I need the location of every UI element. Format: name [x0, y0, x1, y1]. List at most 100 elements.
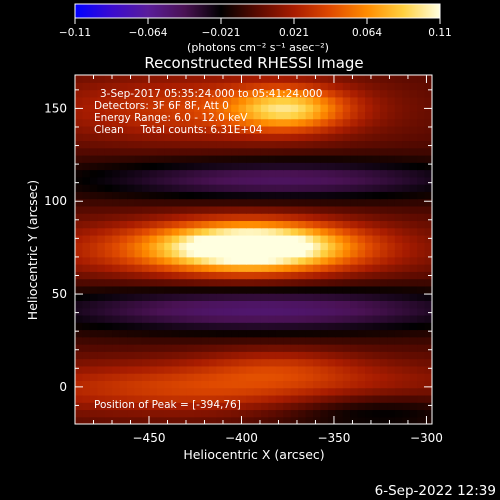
- heatmap-cell: [313, 278, 322, 287]
- heatmap-cell: [283, 133, 292, 142]
- heatmap-cell: [134, 307, 143, 316]
- heatmap-cell: [186, 358, 195, 367]
- heatmap-cell: [409, 154, 418, 163]
- heatmap-cell: [82, 234, 91, 243]
- heatmap-cell: [290, 307, 299, 316]
- heatmap-cell: [89, 285, 98, 294]
- heatmap-cell: [186, 293, 195, 301]
- heatmap-cell: [164, 278, 173, 287]
- heatmap-cell: [194, 264, 203, 272]
- heatmap-cell: [104, 409, 113, 418]
- heatmap-cell: [149, 213, 158, 222]
- heatmap-cell: [320, 118, 329, 127]
- heatmap-cell: [357, 387, 366, 396]
- heatmap-cell: [179, 140, 188, 149]
- heatmap-cell: [372, 322, 381, 331]
- heatmap-cell: [134, 234, 143, 243]
- heatmap-cell: [179, 300, 188, 309]
- heatmap-cell: [112, 162, 121, 171]
- heatmap-cell: [97, 322, 106, 331]
- heatmap-cell: [268, 322, 277, 331]
- heatmap-cell: [402, 227, 411, 236]
- heatmap-cell: [238, 191, 247, 200]
- heatmap-cell: [409, 220, 418, 229]
- heatmap-cell: [223, 300, 232, 309]
- heatmap-cell: [119, 227, 128, 236]
- heatmap-cell: [387, 293, 396, 301]
- heatmap-cell: [350, 75, 359, 83]
- heatmap-cell: [350, 307, 359, 316]
- heatmap-cell: [394, 409, 403, 418]
- heatmap-cell: [327, 169, 336, 178]
- heatmap-cell: [164, 402, 173, 411]
- heatmap-cell: [194, 176, 203, 185]
- heatmap-cell: [409, 118, 418, 127]
- heatmap-cell: [89, 147, 98, 156]
- heatmap-cell: [238, 198, 247, 207]
- heatmap-cell: [424, 285, 432, 294]
- heatmap-cell: [313, 336, 322, 345]
- heatmap-cell: [141, 373, 150, 381]
- heatmap-cell: [164, 191, 173, 200]
- heatmap-cell: [394, 242, 403, 251]
- heatmap-cell: [179, 322, 188, 331]
- heatmap-cell: [320, 104, 329, 112]
- heatmap-cell: [97, 416, 106, 424]
- heatmap-cell: [417, 162, 426, 171]
- heatmap-cell: [320, 133, 329, 142]
- heatmap-cell: [119, 147, 128, 156]
- heatmap-cell: [231, 118, 240, 127]
- heatmap-cell: [223, 198, 232, 207]
- heatmap-cell: [320, 365, 329, 374]
- heatmap-cell: [194, 300, 203, 309]
- heatmap-cell: [216, 322, 225, 331]
- heatmap-cell: [305, 205, 314, 214]
- heatmap-cell: [231, 82, 240, 91]
- heatmap-cell: [372, 314, 381, 323]
- heatmap-cell: [268, 314, 277, 323]
- heatmap-cell: [179, 184, 188, 192]
- heatmap-cell: [275, 227, 284, 236]
- heatmap-cell: [335, 82, 344, 91]
- heatmap-cell: [119, 169, 128, 178]
- heatmap-cell: [208, 154, 217, 163]
- heatmap-cell: [89, 329, 98, 338]
- heatmap-cell: [119, 358, 128, 367]
- heatmap-cell: [104, 278, 113, 287]
- heatmap-cell: [379, 125, 388, 134]
- heatmap-cell: [260, 234, 269, 243]
- heatmap-cell: [186, 271, 195, 280]
- heatmap-cell: [97, 329, 106, 338]
- heatmap-cell: [216, 213, 225, 222]
- heatmap-cell: [313, 285, 322, 294]
- heatmap-cell: [208, 293, 217, 301]
- heatmap-cell: [417, 184, 426, 192]
- heatmap-cell: [141, 96, 150, 105]
- heatmap-cell: [372, 387, 381, 396]
- heatmap-cell: [75, 118, 84, 127]
- heatmap-cell: [231, 300, 240, 309]
- heatmap-cell: [350, 416, 359, 424]
- heatmap-cell: [208, 169, 217, 178]
- heatmap-cell: [320, 271, 329, 280]
- heatmap-cell: [141, 394, 150, 403]
- heatmap-cell: [283, 380, 292, 389]
- heatmap-cell: [387, 409, 396, 418]
- heatmap-cell: [201, 133, 210, 142]
- heatmap-cell: [394, 293, 403, 301]
- heatmap-cell: [417, 285, 426, 294]
- heatmap-cell: [238, 264, 247, 272]
- heatmap-cell: [275, 96, 284, 105]
- heatmap-cell: [171, 96, 180, 105]
- heatmap-cell: [141, 89, 150, 98]
- heatmap-cell: [186, 111, 195, 120]
- heatmap-cell: [379, 198, 388, 207]
- heatmap-cell: [104, 184, 113, 192]
- heatmap-cell: [350, 169, 359, 178]
- heatmap-cell: [201, 96, 210, 105]
- heatmap-cell: [82, 394, 91, 403]
- heatmap-cell: [424, 293, 432, 301]
- heatmap-cell: [394, 104, 403, 112]
- heatmap-cell: [283, 329, 292, 338]
- heatmap-cell: [231, 191, 240, 200]
